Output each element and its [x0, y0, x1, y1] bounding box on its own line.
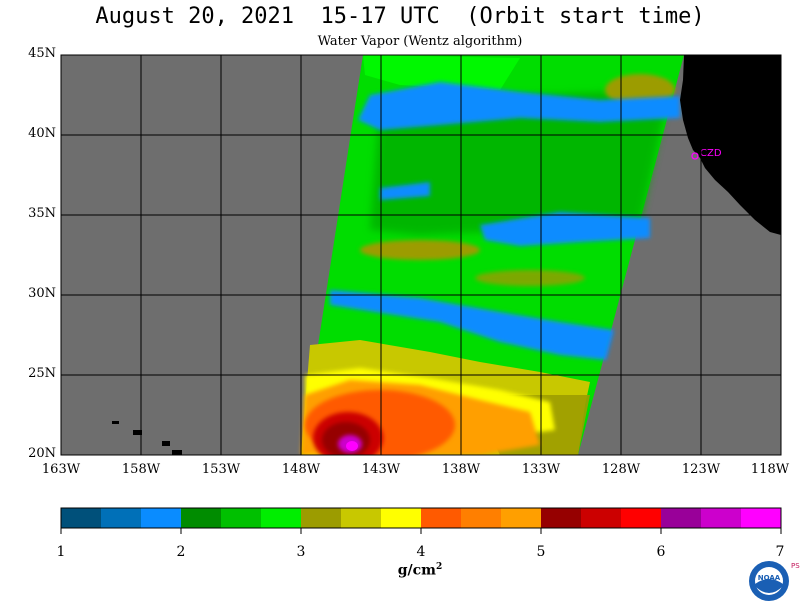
colorbar-swatch [421, 508, 461, 528]
latitude-label: 45N [28, 46, 56, 61]
blue-band-south [330, 290, 614, 360]
colorbar-swatch [541, 508, 581, 528]
longitude-label: 158W [121, 462, 161, 477]
longitude-label: 128W [601, 462, 641, 477]
colorbar-swatch [581, 508, 621, 528]
longitude-label: 148W [281, 462, 321, 477]
satellite-swath [301, 55, 684, 455]
chart-subtitle: Water Vapor (Wentz algorithm) [317, 34, 523, 49]
colorbar-units: g/cm2 [397, 562, 443, 579]
latitude-label: 30N [28, 286, 56, 301]
colorbar-tick-label: 1 [56, 544, 66, 560]
latitude-label: 25N [28, 366, 56, 381]
blue-band-small [380, 182, 430, 200]
colorbar-swatch [621, 508, 661, 528]
colorbar-swatch [741, 508, 781, 528]
colorbar-swatch [661, 508, 701, 528]
colorbar-swatch [501, 508, 541, 528]
latitude-label: 40N [28, 126, 56, 141]
colorbar-tick-label: 2 [176, 544, 186, 560]
svg-text:NOAA: NOAA [758, 574, 781, 582]
olive-patch-3 [475, 270, 585, 286]
blue-band-north [358, 82, 680, 130]
land-north-america [680, 55, 781, 235]
noaa-logo: NOAA [749, 561, 789, 601]
colorbar-tick-label: 7 [775, 544, 785, 560]
longitude-label: 143W [361, 462, 401, 477]
longitude-label: 118W [750, 462, 790, 477]
longitude-label: 163W [41, 462, 81, 477]
colorbar-swatch [141, 508, 181, 528]
colorbar-swatch [101, 508, 141, 528]
swath-dark-green [370, 90, 670, 235]
colorbar-swatch [301, 508, 341, 528]
colorbar-swatch [461, 508, 501, 528]
czd-marker [691, 152, 699, 160]
colorbar-swatch [261, 508, 301, 528]
longitude-label: 138W [441, 462, 481, 477]
colorbar-tick-label: 5 [536, 544, 546, 560]
colorbar-tick-label: 4 [416, 544, 426, 560]
land-hawaii [112, 421, 182, 455]
swath-bright-green-north [363, 55, 520, 90]
colorbar-swatch [61, 508, 101, 528]
colorbar-swatch [341, 508, 381, 528]
longitude-label: 133W [521, 462, 561, 477]
warm-pink-core [346, 441, 358, 451]
psl-label: PSL [791, 562, 800, 570]
map-grid [61, 55, 781, 455]
longitude-label: 153W [201, 462, 241, 477]
latitude-label: 35N [28, 206, 56, 221]
colorbar-swatch [701, 508, 741, 528]
chart-title: August 20, 2021 15-17 UTC (Orbit start t… [95, 4, 705, 29]
colorbar-tick-label: 3 [296, 544, 306, 560]
czd-label: CZD [700, 148, 722, 159]
longitude-label: 123W [681, 462, 721, 477]
colorbar [60, 507, 782, 534]
colorbar-tick-label: 6 [656, 544, 666, 560]
colorbar-swatch [381, 508, 421, 528]
blue-band-mid [480, 212, 650, 246]
olive-patch-2 [360, 240, 480, 260]
map-frame [60, 54, 782, 456]
latitude-label: 20N [28, 446, 56, 461]
colorbar-swatch [181, 508, 221, 528]
colorbar-swatch [221, 508, 261, 528]
